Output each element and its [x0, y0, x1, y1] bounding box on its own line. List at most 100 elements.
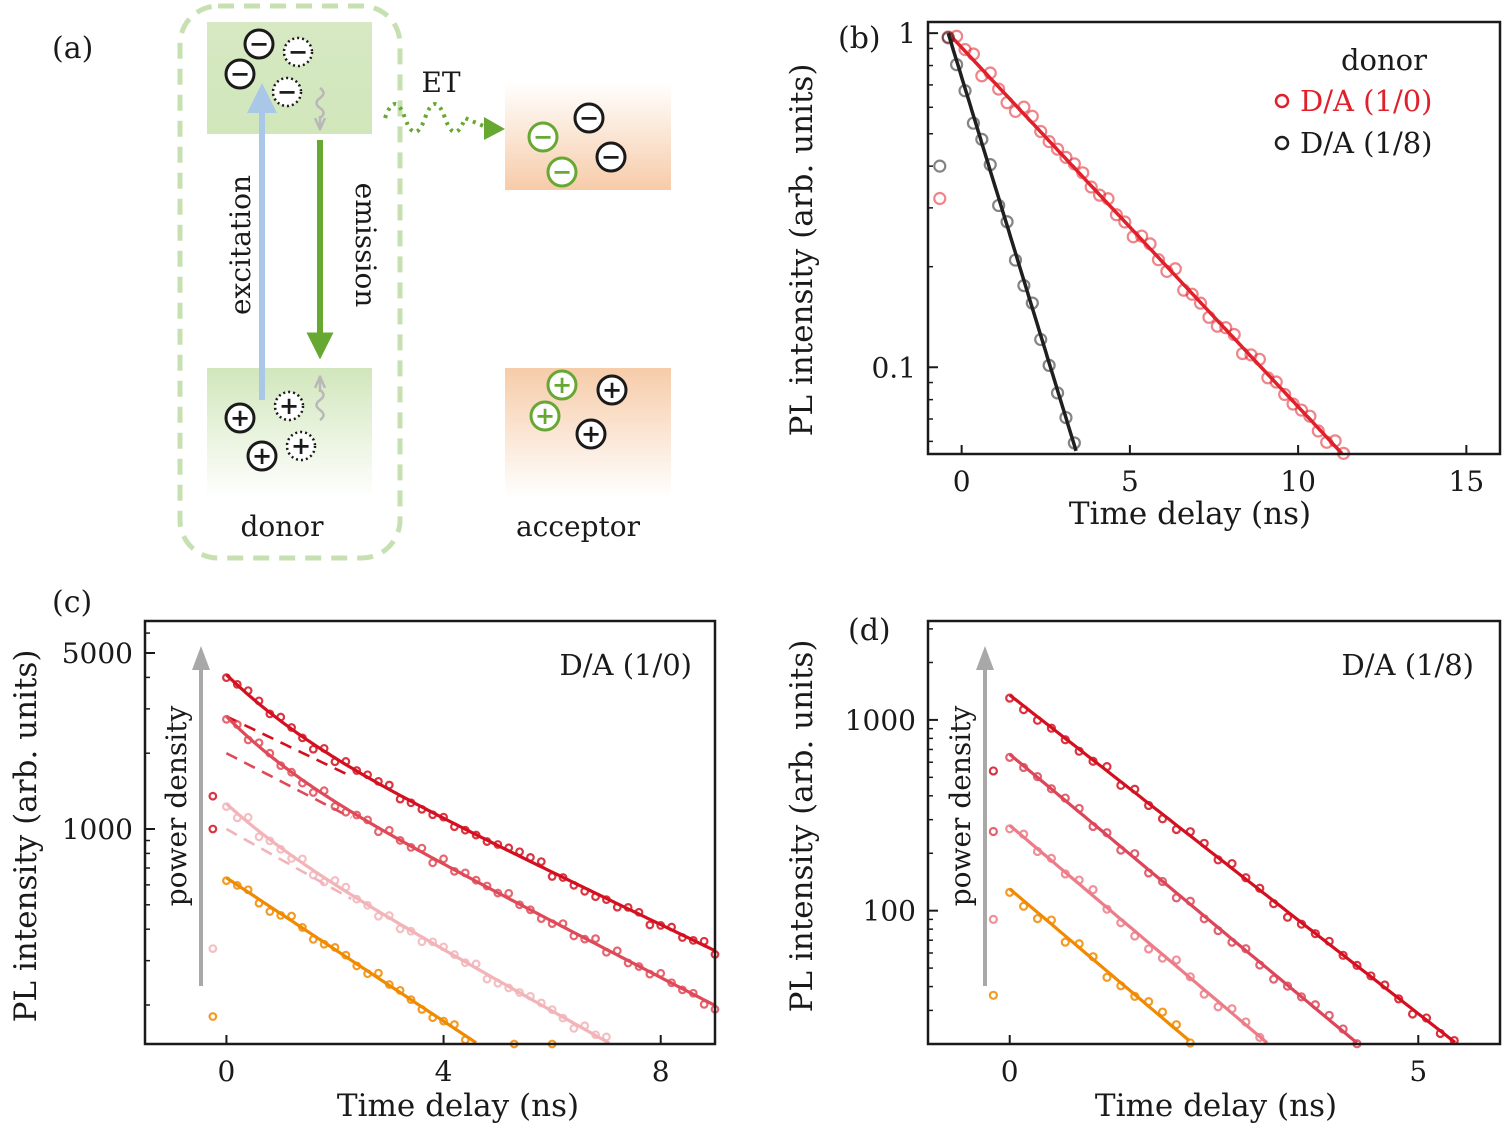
panel-d-series-1-data-point	[1032, 772, 1043, 782]
panel-d-series-2-data-point	[988, 914, 998, 924]
panel-b-series-0-data-point	[1151, 253, 1166, 267]
svg-text:+: +	[535, 401, 555, 430]
panel-c-series-3-fit	[225, 876, 477, 1045]
panel-c-annotation: D/A (1/0)	[560, 648, 692, 682]
panel-b-series-0-data-point	[1269, 375, 1283, 389]
svg-text:+: +	[581, 419, 601, 448]
panel-c-series-0-data-point	[645, 920, 655, 930]
panel-d-power-density-label: power density	[944, 706, 977, 907]
legend-marker-d-a-1-0	[1274, 93, 1290, 109]
panel-d-ytick-label: 100	[863, 895, 916, 928]
panel-b-xlabel: Time delay (ns)	[1069, 496, 1311, 532]
panel-d-series-3-data-point	[1019, 901, 1029, 911]
legend-entry-d-a-1-8: D/A (1/8)	[1300, 126, 1432, 160]
panel-c-frame	[143, 619, 717, 1046]
relaxation-squiggle-bottom	[315, 388, 325, 422]
panel-b-series-0-data-point	[933, 191, 947, 206]
panel-d-series-0-data-point	[1352, 960, 1362, 970]
panel-b-ytick-label: 0.1	[871, 351, 916, 384]
panel-label-d: (d)	[848, 613, 891, 648]
panel-c-series-1-data-point	[504, 888, 514, 898]
panel-d-series-0-data-point	[1310, 929, 1320, 939]
panel-label-c: (c)	[52, 585, 92, 620]
panel-c-series-0-data-point	[208, 791, 218, 801]
panel-b-series-0-data-point	[1034, 124, 1048, 139]
panel-b-xtick-label: 15	[1449, 465, 1485, 498]
panel-c-series-1-fit	[225, 715, 716, 1007]
panel-d-series-2-data-point	[1144, 944, 1154, 954]
panel-b-series-0-data-point	[1286, 397, 1300, 411]
svg-text:−: −	[579, 103, 599, 132]
panel-d-series-1-data-point	[988, 826, 998, 837]
panel-c-xlabel: Time delay (ns)	[337, 1088, 579, 1124]
panel-c-xtick-label: 0	[218, 1055, 236, 1088]
et-label: ET	[421, 66, 460, 99]
panel-d-series-1-fit	[1008, 753, 1359, 1045]
electron-icon: −	[595, 141, 627, 173]
panel-c-series-3-data-point	[406, 995, 416, 1005]
panel-c-series-0-slow-component	[225, 715, 352, 778]
panel-d-series-3-data-point	[988, 990, 998, 1000]
green-hole-icon: +	[529, 400, 561, 432]
svg-text:−: −	[601, 142, 621, 171]
panel-b-series-0-data-point	[1219, 321, 1233, 335]
donor-ground-band	[207, 368, 372, 498]
panel-b-series-1-data-point	[933, 159, 947, 173]
panel-d-axes: 0 5 1000 100	[845, 628, 1427, 1088]
panel-c-power-density-label: power density	[160, 706, 193, 907]
panel-label-a: (a)	[52, 31, 93, 66]
dotted-hole-icon: +	[273, 390, 305, 422]
panel-c-series-2-fit	[225, 802, 610, 1045]
panel-b-series-1-data-point	[941, 31, 955, 45]
panel-d-series-1-data-point	[1046, 784, 1056, 794]
svg-text:+: +	[602, 375, 622, 404]
panel-d-xlabel: Time delay (ns)	[1095, 1088, 1337, 1124]
panel-b-series-0-data-point	[1118, 215, 1132, 229]
panel-b-series-0-data-point	[1042, 135, 1056, 149]
panel-d-series-0-data-point	[1394, 994, 1404, 1004]
dotted-electron-icon: −	[282, 36, 314, 68]
panel-b: (b) 0 5 10 15 1 0.1 Time delay (ns) PL intens…	[784, 17, 1502, 532]
panel-d-power-arrowhead	[976, 646, 994, 670]
charges: − −−−−−−−+++++ +++	[224, 28, 628, 472]
svg-text:−: −	[230, 59, 250, 88]
panel-d-series-0-data-point	[988, 766, 998, 776]
panel-d-series-3-data-point	[1032, 914, 1043, 924]
hole-icon: +	[575, 418, 607, 450]
panel-d-series-3-fit	[1008, 887, 1191, 1043]
electron-icon: −	[224, 58, 256, 90]
panel-d-series-1-data-point	[1157, 876, 1168, 887]
excitation-label: excitation	[224, 175, 257, 315]
panel-c-ytick-label: 5000	[62, 637, 133, 670]
electron-icon: −	[243, 28, 275, 60]
panel-b-series-0-data-point	[1311, 424, 1325, 438]
relaxation-squiggle-top	[315, 86, 325, 120]
svg-text:−: −	[277, 77, 297, 106]
panel-c-series-3-data-point	[439, 1016, 448, 1026]
panel-b-series-0-data-point	[1278, 387, 1292, 402]
panel-b-series-0-data-point	[1193, 296, 1208, 310]
panel-b-series-0-data-point	[1185, 287, 1199, 301]
panel-d-data	[988, 693, 1459, 1049]
panel-c-xtick-label: 4	[435, 1055, 453, 1088]
panel-c-series-3-data-point	[208, 1012, 218, 1021]
panel-b-series-0-fit	[946, 31, 1344, 455]
svg-text:−: −	[552, 157, 572, 186]
dotted-electron-icon: −	[271, 76, 303, 108]
panel-a: (a) excitation emission ET − −−−−−−−+++++…	[52, 3, 671, 561]
panel-d-series-3-data-point	[1157, 1007, 1168, 1017]
green-hole-icon: +	[546, 369, 578, 401]
panel-d-frame	[926, 619, 1502, 1046]
panel-c-series-0-data-point	[536, 857, 546, 867]
green-electron-icon: −	[527, 121, 559, 153]
panel-b-ytick-label: 1	[898, 17, 916, 50]
panel-c-series-2-data-point	[208, 944, 218, 953]
panel-d-series-2-fit	[1008, 824, 1269, 1045]
panel-c-series-1-slow-component	[225, 752, 352, 819]
panel-b-data	[933, 29, 1351, 460]
panel-d-xtick-label: 5	[1409, 1055, 1427, 1088]
svg-text:+: +	[279, 391, 299, 420]
panel-d-series-0-data-point	[1046, 723, 1056, 733]
panel-d-series-0-data-point	[1338, 950, 1348, 960]
